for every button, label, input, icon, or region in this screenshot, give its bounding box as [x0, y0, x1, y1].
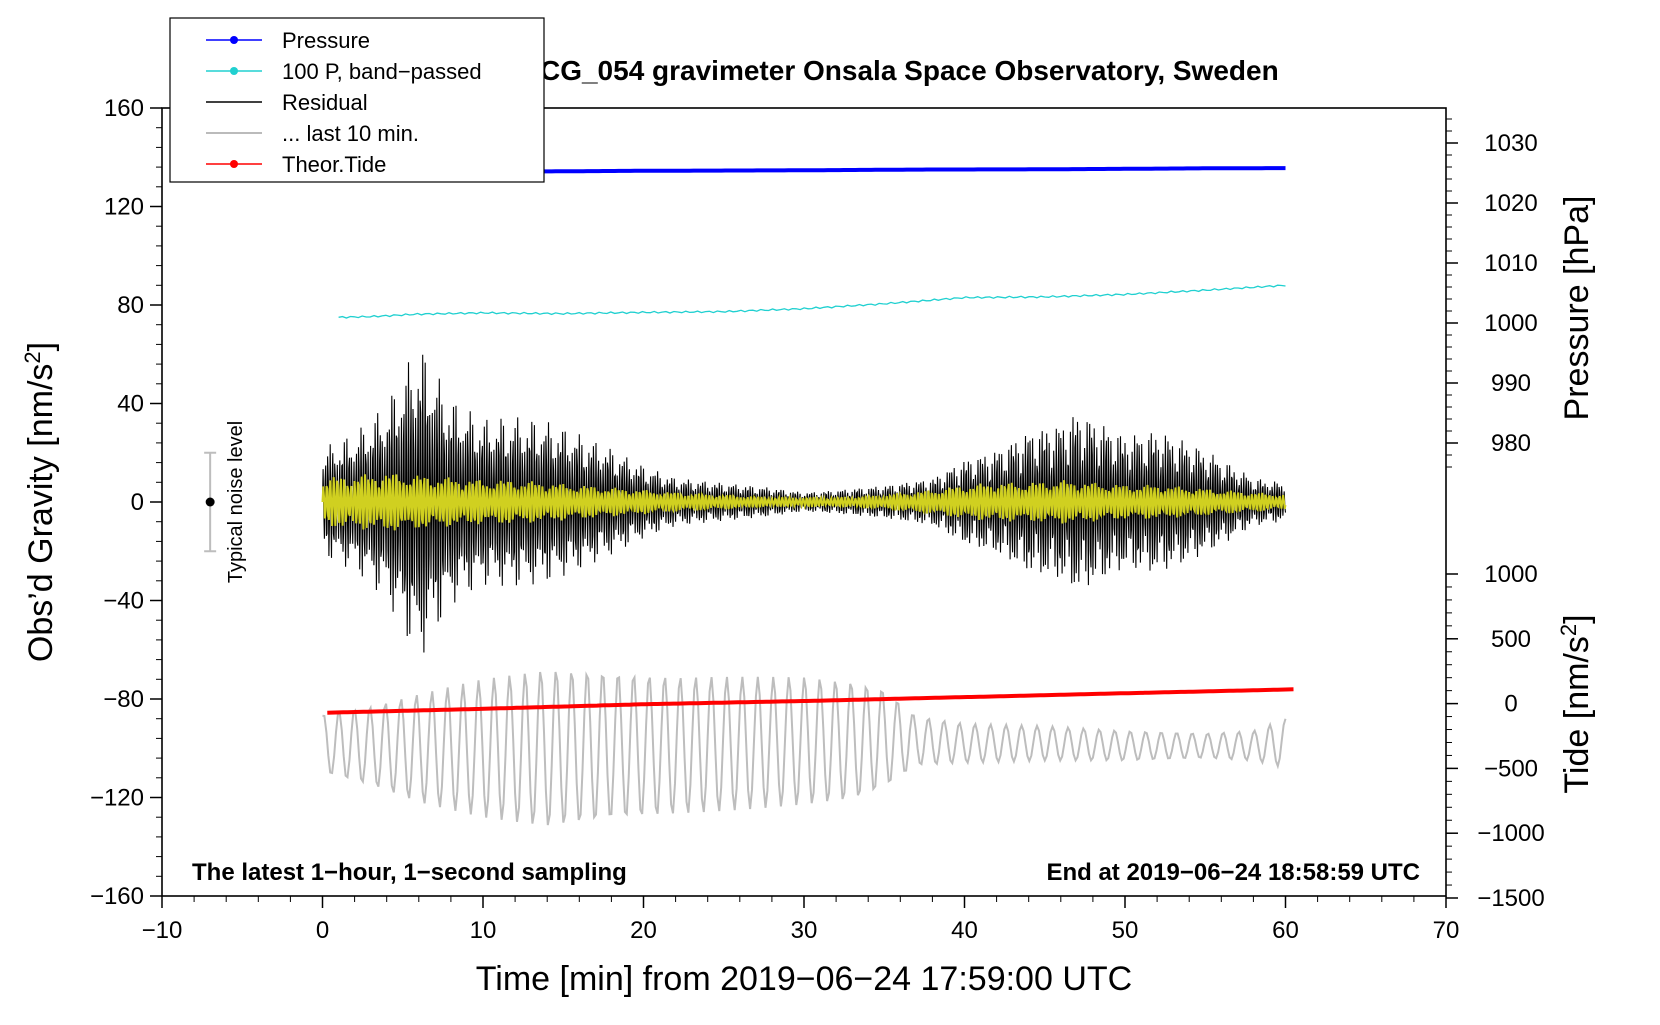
y-tick-label: 0: [131, 489, 144, 516]
x-tick-label: 10: [470, 917, 497, 944]
pressure-tick-label: 990: [1491, 370, 1531, 397]
noise-level-label: Typical noise level: [225, 421, 247, 583]
chart-title: SCG_054 gravimeter Onsala Space Observat…: [521, 55, 1278, 86]
x-tick-label: 30: [791, 917, 818, 944]
tide-tick-label: −1000: [1477, 820, 1544, 847]
y-tick-label: −160: [90, 883, 144, 910]
series-residual-filtered: [321, 474, 1287, 531]
x-tick-label: 40: [951, 917, 978, 944]
x-axis-label: Time [min] from 2019−06−24 17:59:00 UTC: [476, 960, 1132, 998]
note-end-time: End at 2019−06−24 18:58:59 UTC: [1046, 859, 1420, 886]
noise-level-center-dot: [205, 497, 215, 507]
y-tick-label: 160: [104, 95, 144, 122]
y-axis-label-tide: Tide [nm/s2]: [1556, 614, 1597, 793]
note-latest-hour: The latest 1−hour, 1−second sampling: [192, 859, 627, 886]
legend-marker: [230, 67, 238, 75]
tide-tick-label: −1500: [1477, 885, 1544, 912]
legend-item: Residual: [206, 90, 368, 115]
y-tick-label: −40: [103, 588, 144, 615]
x-tick-label: 50: [1112, 917, 1139, 944]
pressure-tick-label: 1010: [1484, 250, 1537, 277]
y-tick-label: 80: [117, 292, 144, 319]
legend-label: 100 P, band−passed: [282, 59, 482, 84]
x-tick-label: 60: [1272, 917, 1299, 944]
legend-marker: [230, 36, 238, 44]
x-tick-label: −10: [142, 917, 183, 944]
legend-label: Residual: [282, 90, 368, 115]
legend-label: ... last 10 min.: [282, 121, 419, 146]
x-tick-label: 0: [316, 917, 329, 944]
tide-tick-label: 0: [1504, 691, 1517, 718]
tide-tick-label: −500: [1484, 755, 1538, 782]
pressure-tick-label: 1020: [1484, 190, 1537, 217]
legend-label: Theor.Tide: [282, 152, 386, 177]
pressure-tick-label: 980: [1491, 430, 1531, 457]
tide-tick-label: 1000: [1484, 561, 1537, 588]
legend-item: ... last 10 min.: [206, 121, 419, 146]
y-axis-label-pressure: Pressure [hPa]: [1558, 196, 1596, 421]
legend-marker: [230, 160, 238, 168]
legend-item: Pressure: [206, 28, 370, 53]
tide-tick-label: 500: [1491, 626, 1531, 653]
pressure-tick-label: 1000: [1484, 310, 1537, 337]
y-tick-label: −120: [90, 785, 144, 812]
legend-item: Theor.Tide: [206, 152, 386, 177]
y-tick-label: 40: [117, 391, 144, 418]
legend-item: 100 P, band−passed: [206, 59, 482, 84]
legend-box: [169, 17, 545, 183]
series-last-10-min: [322, 671, 1287, 826]
y-tick-label: −80: [103, 686, 144, 713]
pressure-tick-label: 1030: [1484, 130, 1537, 157]
y-tick-label: 120: [104, 194, 144, 221]
legend-label: Pressure: [282, 28, 370, 53]
series-pressure-band-passed: [338, 284, 1286, 319]
x-tick-label: 70: [1433, 917, 1460, 944]
x-tick-label: 20: [630, 917, 657, 944]
series-theoretical-tide: [327, 687, 1294, 715]
y-axis-label-left: Obs’d Gravity [nm/s2]: [20, 342, 61, 662]
